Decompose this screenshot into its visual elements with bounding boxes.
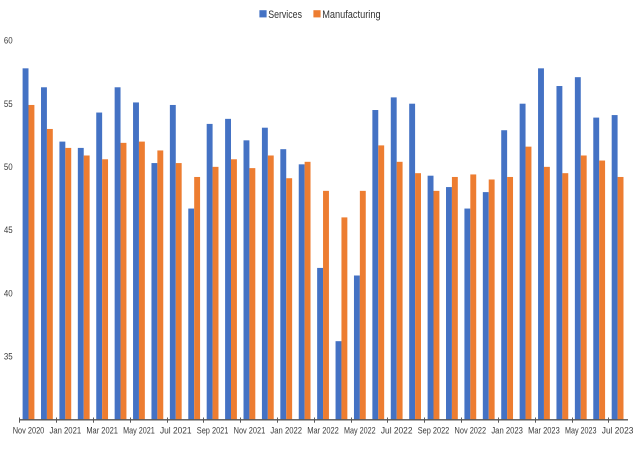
- svg-text:Sep 2022: Sep 2022: [418, 426, 450, 437]
- svg-text:Nov 2021: Nov 2021: [234, 426, 266, 437]
- svg-text:50: 50: [4, 162, 13, 172]
- svg-text:Nov 2020: Nov 2020: [13, 426, 45, 437]
- svg-text:Jan 2023: Jan 2023: [491, 426, 523, 437]
- svg-text:Sep 2021: Sep 2021: [197, 426, 229, 437]
- svg-text:35: 35: [4, 351, 13, 361]
- svg-text:Jul 2021: Jul 2021: [160, 426, 192, 437]
- svg-text:May 2023: May 2023: [565, 426, 597, 437]
- svg-text:Nov 2022: Nov 2022: [455, 426, 487, 437]
- svg-text:Jan 2022: Jan 2022: [270, 426, 302, 437]
- svg-text:Jul 2022: Jul 2022: [381, 426, 413, 437]
- svg-text:Jan 2021: Jan 2021: [50, 426, 82, 437]
- svg-text:40: 40: [4, 288, 13, 298]
- svg-text:Jul 2023: Jul 2023: [602, 426, 634, 437]
- svg-text:Mar 2023: Mar 2023: [528, 426, 560, 437]
- svg-text:May 2022: May 2022: [344, 426, 376, 437]
- svg-text:60: 60: [4, 36, 13, 46]
- svg-text:Mar 2022: Mar 2022: [307, 426, 339, 437]
- svg-text:55: 55: [4, 99, 13, 109]
- svg-text:Services: Services: [268, 9, 302, 21]
- svg-text:Mar 2021: Mar 2021: [86, 426, 118, 437]
- svg-text:May 2021: May 2021: [123, 426, 155, 437]
- svg-text:45: 45: [4, 225, 13, 235]
- svg-text:Manufacturing: Manufacturing: [322, 9, 380, 21]
